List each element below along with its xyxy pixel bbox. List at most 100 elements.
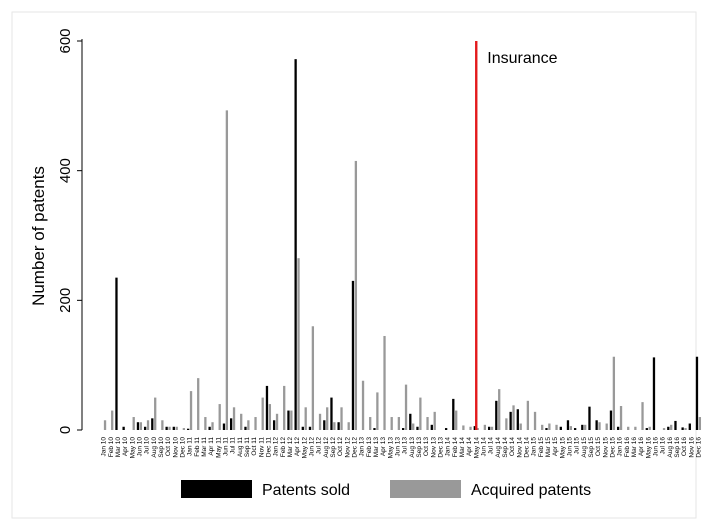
x-tick-label: Feb 10 (108, 437, 115, 458)
bar-acquired-patents-oct-16 (684, 428, 687, 430)
x-tick-label: Oct 14 (509, 437, 516, 457)
x-tick-label: Jul 12 (316, 437, 323, 455)
bar-patents-sold-aug-16 (667, 426, 670, 430)
x-tick-label: May 15 (559, 437, 566, 459)
x-tick-label: Mar 15 (545, 437, 552, 458)
bar-patents-sold-dec-16 (695, 356, 699, 430)
x-tick-label: Jul 15 (574, 437, 581, 455)
bar-acquired-patents-aug-15 (584, 424, 587, 430)
bar-patents-sold-sep-11 (244, 426, 247, 430)
bar-acquired-patents-dec-16 (698, 417, 702, 430)
bar-patents-sold-may-14 (473, 426, 476, 430)
x-tick-label: Feb 11 (194, 437, 201, 457)
bar-acquired-patents-aug-16 (670, 424, 673, 430)
x-tick-label: Sep 13 (416, 437, 423, 458)
bar-acquired-patents-feb-10 (111, 410, 114, 430)
x-tick-label: Sep 10 (158, 437, 165, 458)
bar-acquired-patents-dec-14 (526, 400, 530, 430)
bar-acquired-patents-mar-14 (462, 425, 465, 430)
bar-acquired-patents-may-13 (390, 417, 393, 430)
legend-swatch-patents-sold (181, 480, 252, 498)
bar-patents-sold-oct-10 (165, 426, 168, 430)
bar-patents-sold-nov-10 (172, 426, 175, 430)
x-tick-label: Dec 15 (609, 437, 616, 458)
y-axis: 0 200 400 600 (57, 28, 83, 434)
bar-acquired-patents-mar-15 (548, 423, 551, 430)
bar-patents-sold-apr-12 (294, 59, 297, 431)
bar-acquired-patents-jul-12 (318, 413, 322, 430)
bar-patents-sold-aug-15 (581, 424, 584, 430)
x-tick-label: Jan 12 (273, 437, 280, 457)
bar-acquired-patents-sep-13 (419, 397, 422, 430)
x-tick-label: Dec 11 (265, 437, 272, 457)
bar-patents-sold-aug-12 (323, 420, 326, 430)
x-tick-label: Jan 10 (101, 437, 108, 457)
bar-patents-sold-nov-13 (430, 424, 433, 430)
bar-patents-sold-dec-12 (351, 280, 355, 430)
bar-patents-sold-aug-14 (495, 400, 498, 430)
bar-patents-sold-jan-11 (186, 428, 190, 430)
x-tick-label: Dec 13 (437, 437, 444, 458)
x-tick-label: Oct 10 (165, 437, 172, 457)
bar-acquired-patents-dec-12 (354, 160, 358, 430)
x-tick-label: Apr 15 (552, 437, 559, 457)
y-tick-label: 200 (57, 288, 74, 313)
x-tick-label: Feb 16 (624, 437, 631, 458)
bar-patents-sold-nov-16 (688, 423, 691, 430)
bar-acquired-patents-jul-13 (404, 384, 408, 430)
x-tick-label: Jul 10 (144, 437, 151, 455)
bar-patents-sold-mar-13 (373, 428, 376, 430)
bar-patents-sold-jun-12 (308, 426, 312, 430)
x-tick-label: Nov 14 (516, 437, 523, 458)
bar-patents-sold-mar-12 (287, 410, 290, 430)
bar-acquired-patents-nov-15 (605, 423, 608, 430)
bar-acquired-patents-mar-16 (634, 426, 637, 430)
bar-acquired-patents-jun-12 (311, 326, 315, 430)
x-tick-label: Nov 10 (172, 437, 179, 458)
bar-acquired-patents-apr-13 (383, 335, 386, 430)
bar-acquired-patents-aug-12 (326, 407, 329, 430)
bar-acquired-patents-oct-11 (254, 417, 257, 430)
x-tick-label: Nov 13 (430, 437, 437, 458)
bar-patents-sold-sep-15 (588, 406, 591, 430)
x-tick-labels: Jan 10 Feb 10 Mar 10 Apr 10 May 10 Jun 10 Jul … (101, 437, 703, 459)
y-tick-label: 600 (57, 28, 74, 53)
bar-acquired-patents-apr-11 (211, 422, 214, 430)
bar-acquired-patents-sep-11 (247, 420, 250, 430)
insurance-label: Insurance (487, 50, 557, 67)
legend-swatch-acquired-patents (390, 480, 461, 498)
bar-patents-sold-jul-13 (401, 428, 405, 430)
bar-acquired-patents-feb-16 (627, 426, 630, 430)
x-tick-label: Feb 14 (452, 437, 459, 458)
x-tick-label: Feb 12 (280, 437, 287, 458)
x-tick-label: Aug 10 (151, 437, 158, 458)
x-tick-label: Oct 13 (423, 437, 430, 457)
x-tick-label: Nov 15 (602, 437, 609, 458)
bar-acquired-patents-mar-11 (204, 417, 207, 430)
bar-patents-sold-jul-15 (573, 428, 577, 430)
y-tick-label: 400 (57, 158, 74, 183)
x-tick-label: Jun 10 (136, 437, 143, 457)
x-tick-label: May 13 (387, 437, 394, 459)
x-tick-label: May 16 (645, 437, 652, 459)
bar-acquired-patents-jun-15 (569, 426, 573, 430)
x-tick-label: Dec 16 (695, 437, 702, 458)
bar-acquired-patents-jan-10 (103, 420, 107, 430)
bar-patents-sold-sep-16 (674, 420, 677, 430)
bar-acquired-patents-feb-14 (455, 410, 458, 430)
bar-patents-sold-sep-13 (416, 426, 419, 430)
bar-acquired-patents-may-10 (132, 417, 135, 430)
bar-acquired-patents-jul-16 (662, 428, 666, 430)
bar-acquired-patents-apr-15 (555, 424, 558, 430)
x-tick-label: Jun 14 (480, 437, 487, 457)
x-tick-label: Jun 11 (222, 437, 229, 456)
x-tick-label: Oct 11 (251, 437, 258, 456)
x-tick-label: Mar 11 (201, 437, 208, 457)
bar-acquired-patents-aug-13 (412, 423, 415, 430)
bar-patents-sold-jul-10 (143, 426, 147, 430)
x-tick-label: Nov 11 (258, 437, 265, 457)
x-tick-label: Mar 13 (373, 437, 380, 458)
bar-patents-sold-jul-11 (229, 418, 233, 430)
bar-patents-sold-mar-10 (115, 277, 118, 430)
